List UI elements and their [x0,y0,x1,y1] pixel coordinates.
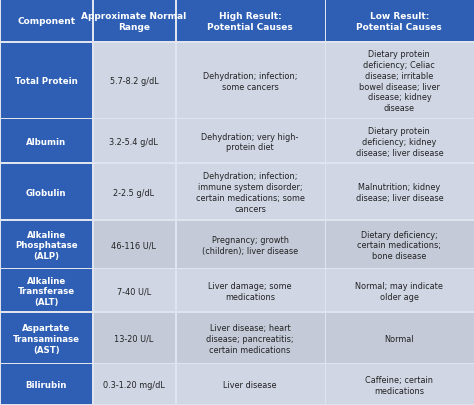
Bar [1,43,92,119]
Bar [1,221,92,268]
Text: 0.3-1.20 mg/dL: 0.3-1.20 mg/dL [103,380,165,389]
Text: Alkaline
Transferase
(ALT): Alkaline Transferase (ALT) [18,276,75,306]
Text: Pregnancy; growth
(children); liver disease: Pregnancy; growth (children); liver dise… [202,235,298,255]
Text: Dietary protein
deficiency; kidney
disease; liver disease: Dietary protein deficiency; kidney disea… [356,127,443,157]
Bar [326,221,474,268]
Text: Alkaline
Phosphatase
(ALP): Alkaline Phosphatase (ALP) [15,230,78,260]
Bar [177,269,325,311]
Bar [326,0,474,42]
Text: 3.2-5.4 g/dL: 3.2-5.4 g/dL [109,138,158,147]
Text: Malnutrition; kidney
disease; liver disease: Malnutrition; kidney disease; liver dise… [356,183,443,202]
Text: Caffeine; certain
medications: Caffeine; certain medications [365,375,433,394]
Text: Aspartate
Transaminase
(AST): Aspartate Transaminase (AST) [13,324,80,354]
Text: Normal; may indicate
older age: Normal; may indicate older age [356,281,443,301]
Text: Normal: Normal [384,334,414,343]
Bar [94,164,175,220]
Bar [326,364,474,404]
Bar [1,120,92,163]
Text: Approximate Normal
Range: Approximate Normal Range [81,12,187,32]
Bar [326,120,474,163]
Bar [177,313,325,363]
Text: Total Protein: Total Protein [15,77,78,86]
Text: High Result:
Potential Causes: High Result: Potential Causes [207,12,293,32]
Bar [94,43,175,119]
Text: 46-116 U/L: 46-116 U/L [111,241,156,249]
Text: Dietary deficiency;
certain medications;
bone disease: Dietary deficiency; certain medications;… [357,230,441,260]
Bar [94,364,175,404]
Text: Albumin: Albumin [26,138,66,147]
Bar [1,364,92,404]
Bar [326,164,474,220]
Bar [177,0,325,42]
Bar [177,120,325,163]
Bar [326,43,474,119]
Bar [326,269,474,311]
Text: 5.7-8.2 g/dL: 5.7-8.2 g/dL [109,77,158,86]
Text: Bilirubin: Bilirubin [26,380,67,389]
Bar [177,221,325,268]
Bar [94,120,175,163]
Text: Dehydration; infection;
immune system disorder;
certain medications; some
cancer: Dehydration; infection; immune system di… [196,172,304,213]
Bar [94,313,175,363]
Bar [1,164,92,220]
Text: Liver disease; heart
disease; pancreatitis;
certain medications: Liver disease; heart disease; pancreatit… [206,324,294,354]
Text: Globulin: Globulin [26,188,66,197]
Text: 7-40 U/L: 7-40 U/L [117,287,151,296]
Bar [177,364,325,404]
Text: 13-20 U/L: 13-20 U/L [114,334,154,343]
Text: Liver damage; some
medications: Liver damage; some medications [208,281,292,301]
Bar [1,0,92,42]
Text: Component: Component [17,17,75,26]
Bar [94,0,175,42]
Text: Low Result:
Potential Causes: Low Result: Potential Causes [356,12,442,32]
Text: Liver disease: Liver disease [223,380,277,389]
Text: Dehydration; very high-
protein diet: Dehydration; very high- protein diet [201,132,299,152]
Bar [1,269,92,311]
Bar [177,43,325,119]
Bar [326,313,474,363]
Bar [1,313,92,363]
Bar [94,269,175,311]
Text: Dietary protein
deficiency; Celiac
disease; irritable
bowel disease; liver
disea: Dietary protein deficiency; Celiac disea… [359,50,440,113]
Text: 2-2.5 g/dL: 2-2.5 g/dL [113,188,155,197]
Bar [94,221,175,268]
Bar [177,164,325,220]
Text: Dehydration; infection;
some cancers: Dehydration; infection; some cancers [203,72,297,92]
